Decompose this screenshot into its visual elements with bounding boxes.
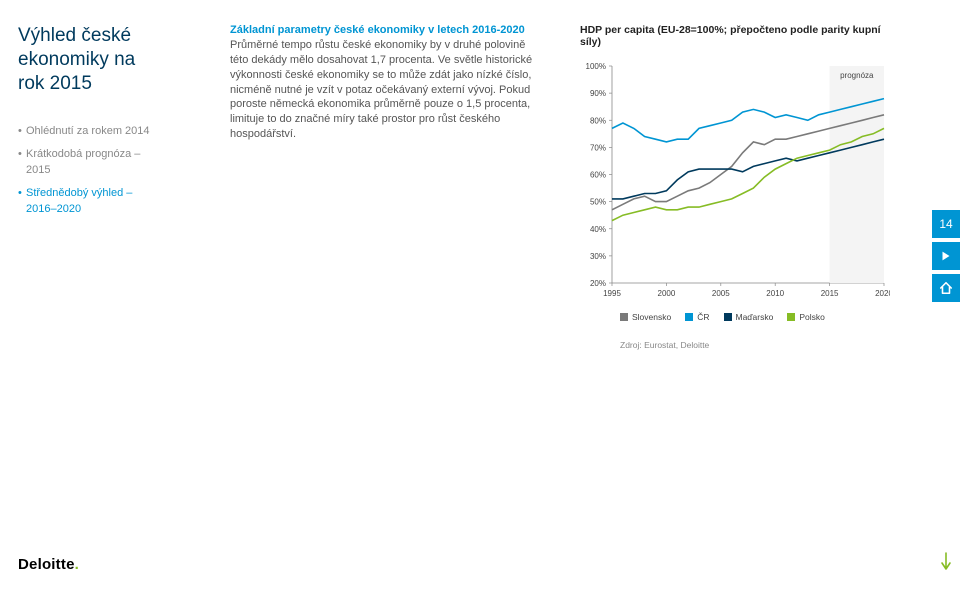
page-title: Výhled české ekonomiky na rok 2015 <box>18 24 162 95</box>
body-text: Základní parametry české ekonomiky v let… <box>230 24 545 142</box>
legend-label: Maďarsko <box>736 312 774 322</box>
svg-text:30%: 30% <box>590 252 606 261</box>
gdp-chart: 20% 30% 40% 50% 60% 70% 80% 90% 100% 1995 2000 2005… <box>580 60 890 305</box>
legend-item: Slovensko <box>620 312 671 322</box>
svg-text:2015: 2015 <box>821 289 839 298</box>
sidebar-item-prognoza[interactable]: Krátkodobá prognóza – 2015 <box>18 146 162 179</box>
svg-text:2020: 2020 <box>875 289 890 298</box>
sidebar-item-vyhled[interactable]: Střednědobý výhled – 2016–2020 <box>18 185 162 218</box>
svg-text:2010: 2010 <box>766 289 784 298</box>
scroll-down-button[interactable] <box>940 551 952 576</box>
brand-logo: Deloitte. <box>18 556 79 574</box>
arrow-down-icon <box>940 551 952 571</box>
svg-text:70%: 70% <box>590 143 606 152</box>
home-button[interactable] <box>932 274 960 302</box>
svg-text:60%: 60% <box>590 171 606 180</box>
sidebar-item-label: Krátkodobá prognóza – 2015 <box>26 148 140 177</box>
next-button[interactable] <box>932 242 960 270</box>
legend-swatch <box>620 313 628 321</box>
svg-text:1995: 1995 <box>603 289 621 298</box>
legend-item: Polsko <box>787 312 825 322</box>
svg-text:40%: 40% <box>590 225 606 234</box>
svg-text:80%: 80% <box>590 116 606 125</box>
home-icon <box>939 281 953 295</box>
legend-swatch <box>724 313 732 321</box>
chart-source: Zdroj: Eurostat, Deloitte <box>620 340 709 350</box>
legend-label: Slovensko <box>632 312 671 322</box>
svg-text:50%: 50% <box>590 198 606 207</box>
legend-item: Maďarsko <box>724 312 774 322</box>
section-heading: Základní parametry české ekonomiky v let… <box>230 24 545 36</box>
svg-text:prognóza: prognóza <box>840 71 874 80</box>
brand-name: Deloitte <box>18 556 75 573</box>
legend-swatch <box>685 313 693 321</box>
legend-label: Polsko <box>799 312 825 322</box>
play-icon <box>939 249 953 263</box>
right-rail: 14 <box>932 210 960 302</box>
svg-text:2000: 2000 <box>658 289 676 298</box>
brand-dot: . <box>75 556 79 573</box>
svg-text:90%: 90% <box>590 89 606 98</box>
section-paragraph: Průměrné tempo růstu české ekonomiky by … <box>230 38 545 142</box>
sidebar-item-ohlenuti[interactable]: Ohlédnutí za rokem 2014 <box>18 123 162 140</box>
chart-title: HDP per capita (EU-28=100%; přepočteno p… <box>580 24 890 48</box>
svg-text:100%: 100% <box>586 62 606 71</box>
legend-swatch <box>787 313 795 321</box>
svg-text:20%: 20% <box>590 279 606 288</box>
legend-item: ČR <box>685 312 709 322</box>
legend-label: ČR <box>697 312 709 322</box>
page-number: 14 <box>939 217 952 231</box>
chart-block: HDP per capita (EU-28=100%; přepočteno p… <box>580 24 890 305</box>
sidebar-item-label: Střednědobý výhled – 2016–2020 <box>26 187 132 216</box>
sidebar-item-label: Ohlédnutí za rokem 2014 <box>26 125 150 137</box>
chart-wrap: 20% 30% 40% 50% 60% 70% 80% 90% 100% 1995 2000 2005… <box>580 60 890 305</box>
chart-legend: Slovensko ČR Maďarsko Polsko <box>620 312 825 322</box>
sidebar: Výhled české ekonomiky na rok 2015 Ohléd… <box>0 0 180 224</box>
page-number-tile: 14 <box>932 210 960 238</box>
svg-text:2005: 2005 <box>712 289 730 298</box>
